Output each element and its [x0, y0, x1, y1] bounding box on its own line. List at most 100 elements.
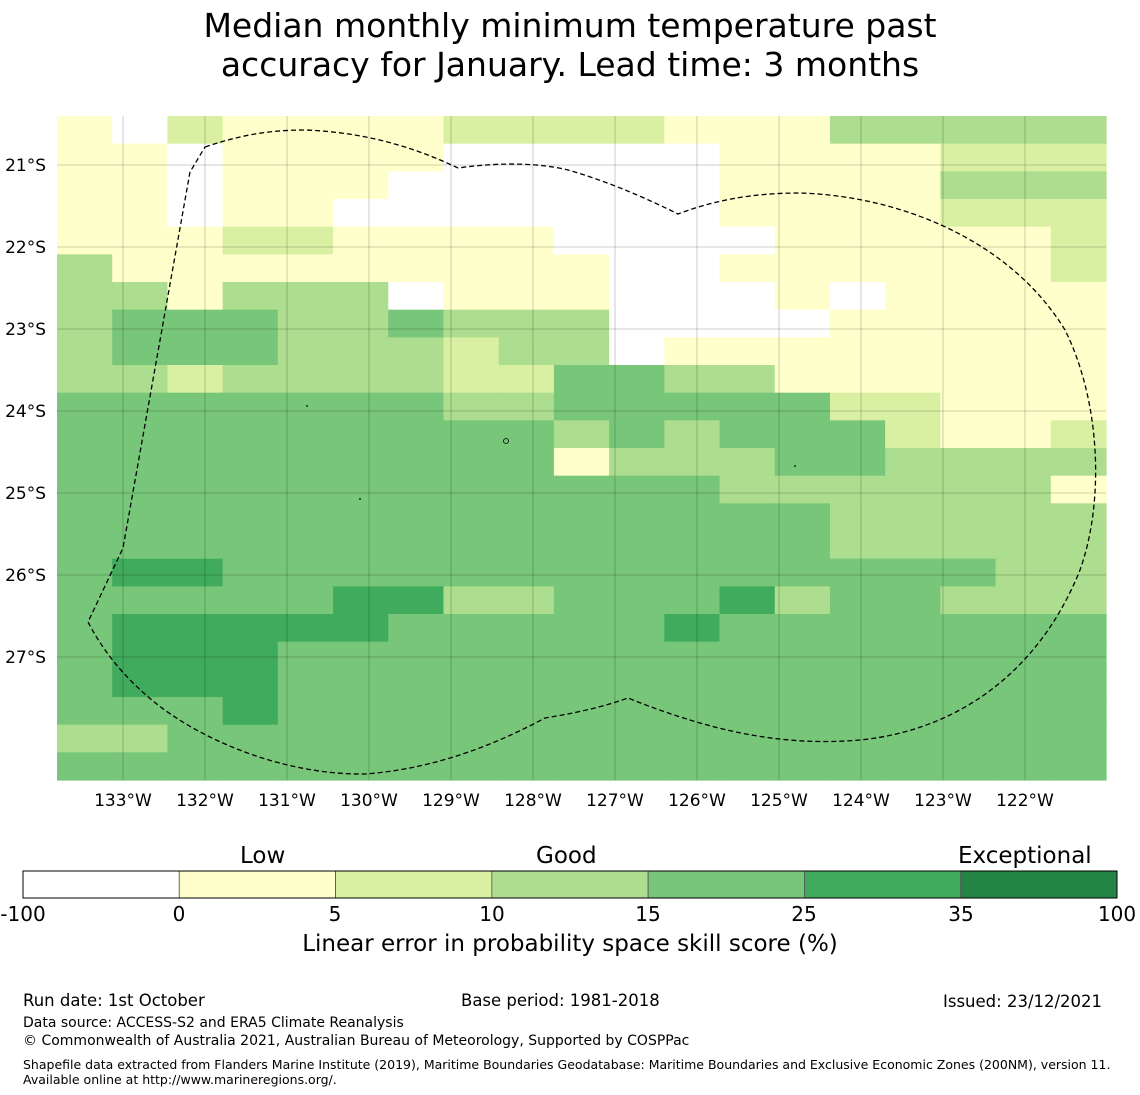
grid-cell — [829, 475, 886, 504]
grid-cell — [498, 531, 555, 560]
grid-cell — [719, 171, 776, 200]
longitude-label: 122°W — [996, 791, 1054, 811]
grid-cell — [774, 669, 831, 698]
colorbar-tick: 10 — [479, 902, 505, 926]
grid-cell — [553, 448, 610, 477]
grid-cell — [222, 697, 279, 726]
grid-cell — [553, 669, 610, 698]
grid-cell — [885, 365, 941, 394]
grid-cell — [885, 226, 941, 255]
grid-cell — [277, 171, 334, 200]
grid-cell — [885, 475, 941, 504]
grid-cell — [553, 697, 610, 726]
grid-cell — [222, 171, 279, 200]
grid-cell — [443, 752, 500, 781]
grid-cell — [277, 392, 334, 421]
grid-cell — [664, 614, 721, 643]
grid-cell — [774, 254, 831, 283]
grid-cell — [719, 392, 776, 421]
run-date: Run date: 1st October — [23, 991, 205, 1010]
grid-cell — [498, 365, 555, 394]
grid-cell — [829, 669, 886, 698]
grid-cell — [167, 365, 224, 394]
grid-cell — [277, 475, 334, 504]
grid-cell — [57, 614, 113, 643]
grid-cell — [609, 143, 665, 172]
grid-cell — [829, 420, 886, 449]
grid-cell — [112, 752, 169, 781]
grid-cell — [498, 226, 555, 255]
grid-cell — [112, 448, 169, 477]
grid-cell — [443, 614, 500, 643]
colorbar-swatch — [335, 870, 493, 899]
grid-cell — [57, 337, 113, 366]
grid-cell — [57, 641, 113, 670]
grid-cell — [664, 531, 721, 560]
grid-cell — [167, 448, 224, 477]
grid-cell — [940, 143, 997, 172]
grid-cell — [774, 641, 831, 670]
grid-cell — [885, 337, 941, 366]
grid-cell — [388, 420, 445, 449]
grid-cell — [222, 752, 279, 781]
grid-cell — [112, 226, 169, 255]
grid-cell — [388, 226, 445, 255]
grid-cell — [333, 531, 389, 560]
grid-cell — [885, 282, 941, 311]
grid-cell — [167, 475, 224, 504]
grid-cell — [222, 475, 279, 504]
grid-cell — [498, 752, 555, 781]
grid-cell — [609, 531, 665, 560]
grid-cell — [719, 586, 776, 615]
grid-cell — [829, 752, 886, 781]
grid-cell — [664, 420, 721, 449]
grid-cell — [167, 614, 224, 643]
grid-cell — [333, 309, 389, 338]
grid-cell — [553, 199, 610, 228]
colorbar-swatch — [960, 870, 1118, 899]
grid-cell — [719, 309, 776, 338]
grid-cell — [57, 752, 113, 781]
grid-cell — [995, 531, 1052, 560]
grid-cell — [498, 392, 555, 421]
grid-cell — [995, 199, 1052, 228]
grid-cell — [774, 420, 831, 449]
grid-cell — [443, 337, 500, 366]
grid-cell — [222, 309, 279, 338]
longitude-label: 133°W — [94, 791, 152, 811]
grid-cell — [719, 337, 776, 366]
grid-cell — [885, 448, 941, 477]
grid-cell — [333, 614, 389, 643]
grid-cell — [609, 475, 665, 504]
grid-cell — [609, 420, 665, 449]
grid-cell — [388, 337, 445, 366]
grid-cell — [498, 475, 555, 504]
colorbar — [22, 870, 1118, 899]
grid-cell — [112, 614, 169, 643]
grid-cell — [112, 586, 169, 615]
grid-cell — [885, 309, 941, 338]
grid-cell — [443, 254, 500, 283]
grid-cell — [829, 226, 886, 255]
grid-cell — [940, 226, 997, 255]
grid-cell — [222, 392, 279, 421]
grid-cell — [167, 420, 224, 449]
grid-cell — [940, 448, 997, 477]
grid-cell — [277, 199, 334, 228]
grid-cell — [995, 392, 1052, 421]
grid-cell — [333, 641, 389, 670]
grid-cell — [995, 641, 1052, 670]
colorbar-label: Linear error in probability space skill … — [302, 931, 838, 957]
grid-cell — [940, 641, 997, 670]
colorbar-tick: 35 — [948, 902, 974, 926]
grid-cell — [1050, 282, 1107, 311]
grid-cell — [443, 697, 500, 726]
island-marker — [359, 498, 361, 500]
longitude-label: 131°W — [258, 791, 316, 811]
grid-cell — [498, 171, 555, 200]
grid-cell — [167, 531, 224, 560]
grid-cell — [57, 365, 113, 394]
grid-cell — [333, 724, 389, 753]
grid-cell — [388, 724, 445, 753]
grid-cell — [277, 143, 334, 172]
